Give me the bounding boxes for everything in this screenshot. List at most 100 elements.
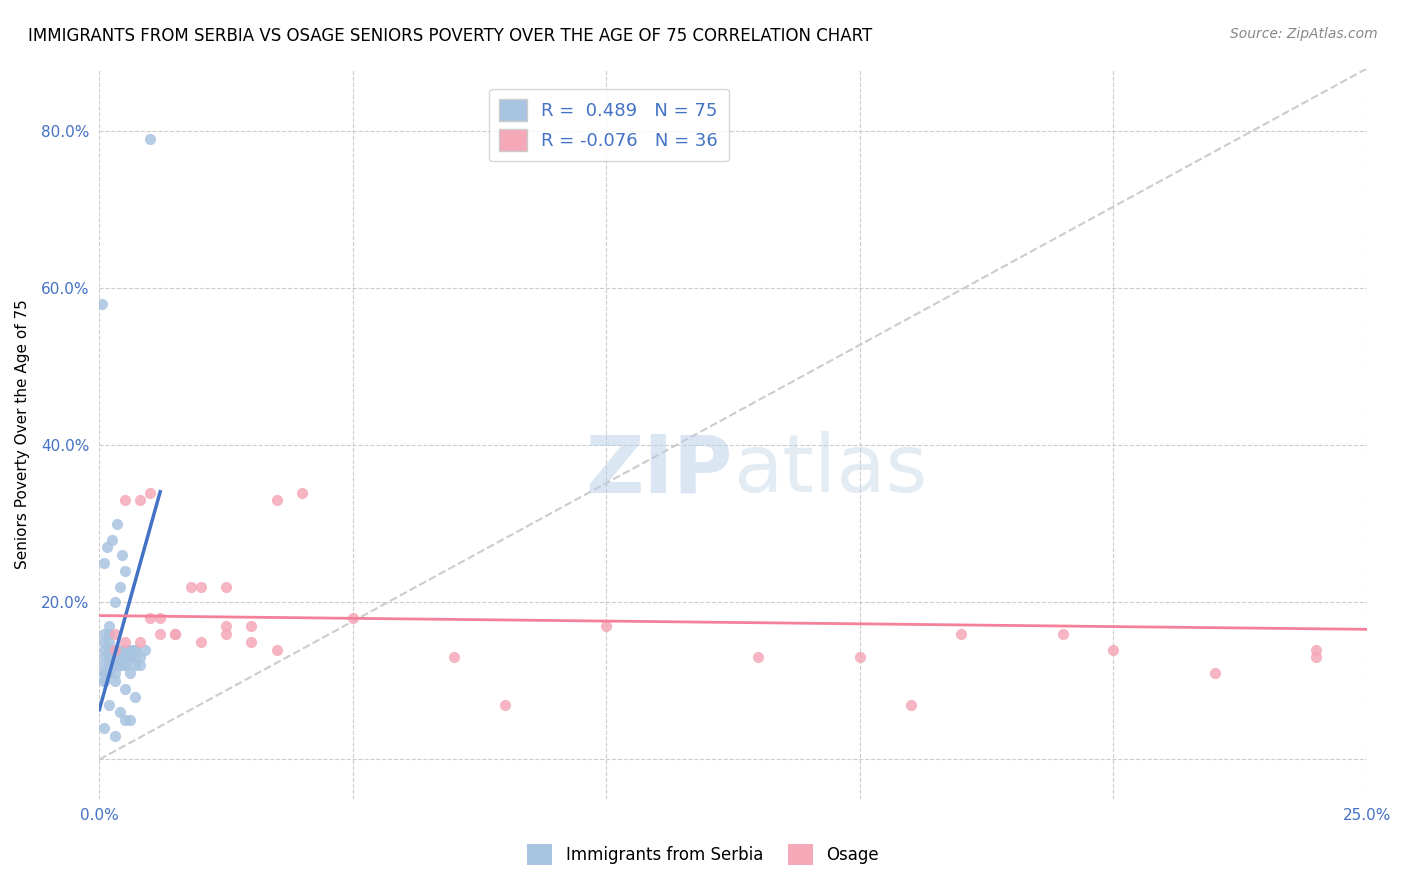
Point — [93, 666, 115, 681]
Text: Source: ZipAtlas.com: Source: ZipAtlas.com — [1230, 27, 1378, 41]
Point — [93, 650, 115, 665]
Point — [215, 627, 238, 641]
Point — [240, 619, 263, 633]
Point — [98, 658, 121, 673]
Point — [93, 642, 115, 657]
Text: atlas: atlas — [733, 431, 928, 509]
Point — [1204, 666, 1226, 681]
Point — [114, 650, 136, 665]
Point — [98, 666, 121, 681]
Point — [215, 619, 238, 633]
Point — [747, 650, 769, 665]
Point — [124, 690, 146, 704]
Point — [108, 650, 131, 665]
Point — [443, 650, 465, 665]
Point — [134, 642, 156, 657]
Point — [118, 642, 141, 657]
Point — [190, 580, 212, 594]
Point — [849, 650, 872, 665]
Point — [98, 650, 121, 665]
Point — [114, 642, 136, 657]
Legend: R =  0.489   N = 75, R = -0.076   N = 36: R = 0.489 N = 75, R = -0.076 N = 36 — [489, 88, 728, 161]
Point — [266, 642, 288, 657]
Point — [108, 658, 131, 673]
Point — [93, 556, 115, 570]
Point — [103, 666, 125, 681]
Point — [114, 650, 136, 665]
Point — [1305, 650, 1327, 665]
Point — [98, 698, 121, 712]
Point — [103, 642, 125, 657]
Text: ZIP: ZIP — [586, 431, 733, 509]
Point — [98, 650, 121, 665]
Point — [114, 713, 136, 727]
Y-axis label: Seniors Poverty Over the Age of 75: Seniors Poverty Over the Age of 75 — [15, 299, 30, 568]
Point — [124, 642, 146, 657]
Point — [190, 634, 212, 648]
Point — [165, 627, 187, 641]
Point — [93, 721, 115, 735]
Point — [114, 564, 136, 578]
Point — [114, 634, 136, 648]
Point — [114, 658, 136, 673]
Point — [93, 627, 115, 641]
Point — [900, 698, 922, 712]
Point — [291, 485, 314, 500]
Point — [93, 666, 115, 681]
Point — [118, 650, 141, 665]
Point — [165, 627, 187, 641]
Point — [103, 729, 125, 743]
Point — [108, 642, 131, 657]
Point — [118, 650, 141, 665]
Point — [93, 673, 115, 688]
Point — [118, 666, 141, 681]
Point — [139, 611, 162, 625]
Point — [342, 611, 364, 625]
Point — [114, 658, 136, 673]
Point — [96, 541, 118, 555]
Point — [103, 658, 125, 673]
Point — [149, 627, 172, 641]
Point — [103, 642, 125, 657]
Point — [103, 673, 125, 688]
Point — [114, 681, 136, 696]
Point — [103, 658, 125, 673]
Point — [114, 493, 136, 508]
Point — [98, 642, 121, 657]
Point — [108, 580, 131, 594]
Point — [93, 634, 115, 648]
Point — [98, 666, 121, 681]
Point — [124, 642, 146, 657]
Point — [103, 650, 125, 665]
Point — [180, 580, 202, 594]
Point — [98, 627, 121, 641]
Point — [108, 650, 131, 665]
Point — [128, 634, 150, 648]
Point — [98, 658, 121, 673]
Point — [950, 627, 973, 641]
Point — [149, 611, 172, 625]
Point — [108, 658, 131, 673]
Point — [494, 698, 516, 712]
Point — [128, 658, 150, 673]
Point — [128, 650, 150, 665]
Point — [118, 713, 141, 727]
Point — [108, 650, 131, 665]
Point — [240, 634, 263, 648]
Point — [118, 642, 141, 657]
Point — [139, 485, 162, 500]
Point — [128, 493, 150, 508]
Point — [98, 619, 121, 633]
Point — [139, 132, 162, 146]
Point — [105, 516, 128, 531]
Point — [1305, 642, 1327, 657]
Point — [98, 634, 121, 648]
Point — [103, 595, 125, 609]
Point — [98, 627, 121, 641]
Point — [111, 549, 134, 563]
Text: IMMIGRANTS FROM SERBIA VS OSAGE SENIORS POVERTY OVER THE AGE OF 75 CORRELATION C: IMMIGRANTS FROM SERBIA VS OSAGE SENIORS … — [28, 27, 872, 45]
Point — [93, 658, 115, 673]
Point — [103, 627, 125, 641]
Point — [103, 642, 125, 657]
Point — [108, 658, 131, 673]
